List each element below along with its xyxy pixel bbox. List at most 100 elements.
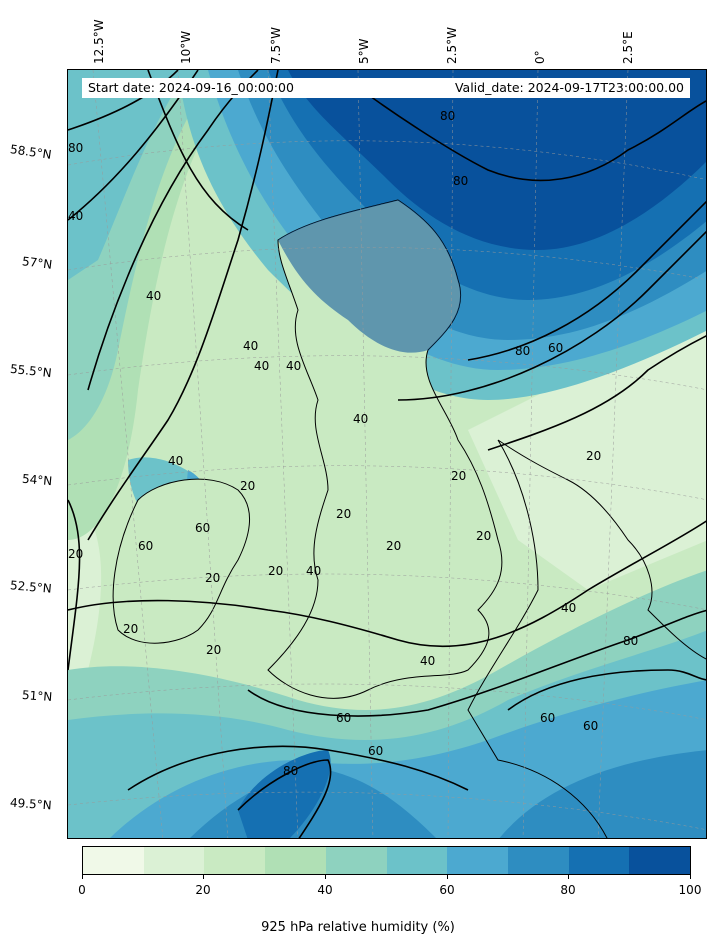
contour-80-nw xyxy=(68,70,179,131)
contour-80-east xyxy=(467,200,706,361)
lat-label: 54°N xyxy=(21,471,53,489)
contour-label: 60 xyxy=(583,719,598,733)
contour-20-west xyxy=(68,499,81,671)
humid-mass-south-6 xyxy=(499,750,706,838)
colorbar-tick xyxy=(82,875,83,879)
humidity-map: 80 80 80 40 40 40 40 40 40 40 80 60 20 2… xyxy=(68,70,706,838)
contour-label: 80 xyxy=(623,634,638,648)
dry-band-east xyxy=(468,311,706,590)
colorbar-tick xyxy=(203,875,204,879)
contour-label: 40 xyxy=(146,289,161,303)
contour-label: 80 xyxy=(283,764,298,778)
contour-80-south xyxy=(237,759,332,838)
colorbar-segment xyxy=(325,847,387,874)
contour-60-south xyxy=(247,609,706,717)
colorbar-segment xyxy=(83,847,144,874)
graticule xyxy=(68,70,706,838)
contour-label: 40 xyxy=(68,209,83,223)
colorbar-tick-label: 80 xyxy=(560,883,576,897)
contour-label: 20 xyxy=(240,479,255,493)
continental-coastline xyxy=(467,439,706,838)
contour-label: 20 xyxy=(268,564,283,578)
humid-band-west-3 xyxy=(68,70,188,280)
colorbar-tick-label: 60 xyxy=(439,883,455,897)
colorbar-segment xyxy=(507,847,569,874)
contour-label: 20 xyxy=(336,507,351,521)
scotland-humid-overlay xyxy=(278,200,461,353)
colorbar-segment xyxy=(568,847,630,874)
ireland-landmass xyxy=(112,478,251,644)
contour-label: 40 xyxy=(353,412,368,426)
lat-label: 55.5°N xyxy=(9,361,53,381)
contour-lines xyxy=(68,70,706,838)
contour-label: 20 xyxy=(586,449,601,463)
start-date: Start date: 2024-09-16_00:00:00 xyxy=(88,80,294,95)
colorbar xyxy=(82,846,691,875)
contour-label: 60 xyxy=(540,711,555,725)
contour-label: 80 xyxy=(440,109,455,123)
lon-label: 2.5°E xyxy=(621,31,635,64)
contour-label: 20 xyxy=(68,547,83,561)
contour-label: 20 xyxy=(206,643,221,657)
contour-label: 40 xyxy=(306,564,321,578)
contour-label: 40 xyxy=(168,454,183,468)
colorbar-segment xyxy=(629,847,691,874)
contour-label: 20 xyxy=(123,622,138,636)
contour-label-group: 80 80 80 40 40 40 40 40 40 40 80 60 20 2… xyxy=(68,109,638,778)
colorbar-label: 925 hPa relative humidity (%) xyxy=(261,920,455,935)
valid-date: Valid_date: 2024-09-17T23:00:00.00 xyxy=(454,80,684,95)
colorbar-tick xyxy=(690,875,691,879)
lat-label: 57°N xyxy=(21,254,53,272)
contour-80-north-2 xyxy=(347,79,706,182)
contour-label: 60 xyxy=(548,341,563,355)
lat-label: 49.5°N xyxy=(9,795,53,813)
contour-label: 60 xyxy=(368,744,383,758)
contour-label: 60 xyxy=(336,711,351,725)
contour-40-inner xyxy=(87,70,279,541)
contour-60-south-2 xyxy=(127,745,469,791)
colorbar-tick xyxy=(447,875,448,879)
humid-mass-south-5 xyxy=(238,750,331,838)
contour-60-east xyxy=(397,230,706,401)
lon-label: 10°W xyxy=(179,30,193,64)
contour-label: 40 xyxy=(243,339,258,353)
lat-label: 52.5°N xyxy=(9,578,53,596)
lat-label: 51°N xyxy=(21,687,53,705)
colorbar-tick-label: 0 xyxy=(78,883,86,897)
colorbar-tick-label: 40 xyxy=(317,883,333,897)
contour-20-east xyxy=(487,335,706,451)
lon-label: 12.5°W xyxy=(92,19,106,64)
colorbar-tick xyxy=(325,875,326,879)
colorbar-tick-label: 20 xyxy=(195,883,211,897)
contour-label: 20 xyxy=(205,571,220,585)
contour-label: 60 xyxy=(138,539,153,553)
contour-label: 80 xyxy=(515,344,530,358)
contour-label: 40 xyxy=(254,359,269,373)
contour-label: 40 xyxy=(561,601,576,615)
colorbar-segment xyxy=(204,847,266,874)
contour-60-se xyxy=(507,669,706,711)
humid-mass-north-5 xyxy=(288,70,706,250)
colorbar-segment xyxy=(447,847,508,874)
lon-label: 2.5°W xyxy=(445,27,459,64)
contour-label: 40 xyxy=(420,654,435,668)
map-panel: 80 80 80 40 40 40 40 40 40 40 80 60 20 2… xyxy=(67,69,707,839)
contour-label: 60 xyxy=(195,521,210,535)
contour-label: 80 xyxy=(68,141,83,155)
colorbar-segment xyxy=(386,847,448,874)
contour-40-south xyxy=(68,520,706,648)
colorbar-segment xyxy=(265,847,326,874)
colorbar-tick xyxy=(568,875,569,879)
lon-label: 0° xyxy=(533,50,547,64)
contour-label: 40 xyxy=(286,359,301,373)
lon-label: 5°W xyxy=(357,38,371,65)
colorbar-tick-label: 100 xyxy=(678,883,702,897)
lat-label: 58.5°N xyxy=(9,142,53,162)
lon-label: 7.5°W xyxy=(269,27,283,64)
colorbar-segment xyxy=(143,847,205,874)
contour-label: 20 xyxy=(476,529,491,543)
contour-label: 20 xyxy=(451,469,466,483)
contour-label: 20 xyxy=(386,539,401,553)
map-info-box: Start date: 2024-09-16_00:00:00 Valid_da… xyxy=(82,78,690,98)
contour-label: 80 xyxy=(453,174,468,188)
